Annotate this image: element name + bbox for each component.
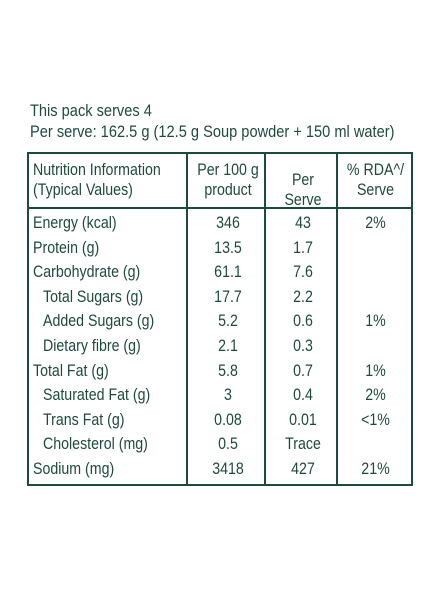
column-divider <box>336 154 338 484</box>
per-100g-value: 0.5 <box>218 435 238 454</box>
per-100g-value: 346 <box>216 214 240 232</box>
column-divider <box>186 154 188 484</box>
per-serve-value: 0.4 <box>293 386 313 405</box>
per-serve-value: 2.2 <box>293 287 313 306</box>
pack-info: This pack serves 4 Per serve: 162.5 g (1… <box>30 100 394 142</box>
nutrient-name: Added Sugars (g) <box>43 312 155 331</box>
serves-text: This pack serves 4 <box>30 101 152 120</box>
per-100g-value: 61.1 <box>214 263 242 282</box>
per-serve-value: Trace <box>285 435 321 454</box>
nutrient-name: Protein (g) <box>33 238 100 257</box>
table-row: Sodium (mg) 3418 427 21% <box>29 457 411 481</box>
per-100g-value: 3 <box>224 386 232 405</box>
nutrient-name: Trans Fat (g) <box>43 410 125 429</box>
per-serve-value: 1.7 <box>293 238 313 257</box>
column-divider <box>264 154 266 484</box>
header-divider <box>29 207 411 209</box>
nutrition-table: Nutrition Information (Typical Values) P… <box>27 152 413 486</box>
per-serve-value: 0.7 <box>293 361 313 380</box>
per-serve-value: 427 <box>291 460 315 478</box>
nutrient-name: Saturated Fat (g) <box>43 386 151 405</box>
per-serve-value: 43 <box>295 214 311 232</box>
table-row: Added Sugars (g) 5.2 0.6 1% <box>29 309 411 333</box>
header-per-serve: Per Serve <box>284 171 322 209</box>
table-row: Saturated Fat (g) 3 0.4 2% <box>29 383 411 407</box>
header-rda: % RDA^/ Serve <box>346 161 405 199</box>
table-row: Cholesterol (mg) 0.5 Trace <box>29 432 411 456</box>
per-100g-value: 0.08 <box>214 410 242 429</box>
table-row: Energy (kcal) 346 43 2% <box>29 211 411 235</box>
per-100g-value: 13.5 <box>214 238 242 257</box>
nutrient-name: Carbohydrate (g) <box>33 263 141 282</box>
nutrient-name: Total Sugars (g) <box>43 287 144 306</box>
rda-value: 1% <box>365 312 386 331</box>
table-row: Dietary fibre (g) 2.1 0.3 <box>29 334 411 358</box>
per-100g-value: 5.8 <box>218 361 238 380</box>
table-row: Carbohydrate (g) 61.1 7.6 <box>29 260 411 284</box>
header-per-100g: Per 100 g product <box>197 161 259 199</box>
nutrient-name: Total Fat (g) <box>33 361 109 380</box>
per-100g-value: 2.1 <box>218 337 238 355</box>
nutrient-name: Energy (kcal) <box>33 214 117 232</box>
table-row: Total Fat (g) 5.8 0.7 1% <box>29 359 411 383</box>
table-row: Total Sugars (g) 17.7 2.2 <box>29 285 411 309</box>
header-nutrition-information: Nutrition Information (Typical Values) <box>33 161 161 199</box>
per-100g-value: 5.2 <box>218 312 238 331</box>
rda-value: 2% <box>365 214 386 232</box>
per-serve-value: 0.3 <box>293 337 313 355</box>
per-100g-value: 17.7 <box>214 287 242 306</box>
nutrient-name: Dietary fibre (g) <box>43 337 141 355</box>
table-row: Trans Fat (g) 0.08 0.01 <1% <box>29 408 411 432</box>
per-serve-text: Per serve: 162.5 g (12.5 g Soup powder +… <box>30 122 395 141</box>
per-100g-value: 3418 <box>212 460 244 478</box>
table-row: Protein (g) 13.5 1.7 <box>29 236 411 260</box>
rda-value: <1% <box>361 410 390 429</box>
nutrient-name: Cholesterol (mg) <box>43 435 148 454</box>
per-serve-value: 7.6 <box>293 263 313 282</box>
rda-value: 2% <box>365 386 386 405</box>
per-serve-value: 0.01 <box>289 410 317 429</box>
rda-value: 21% <box>361 460 390 478</box>
rda-value: 1% <box>365 361 386 380</box>
nutrient-name: Sodium (mg) <box>33 460 115 478</box>
per-serve-value: 0.6 <box>293 312 313 331</box>
